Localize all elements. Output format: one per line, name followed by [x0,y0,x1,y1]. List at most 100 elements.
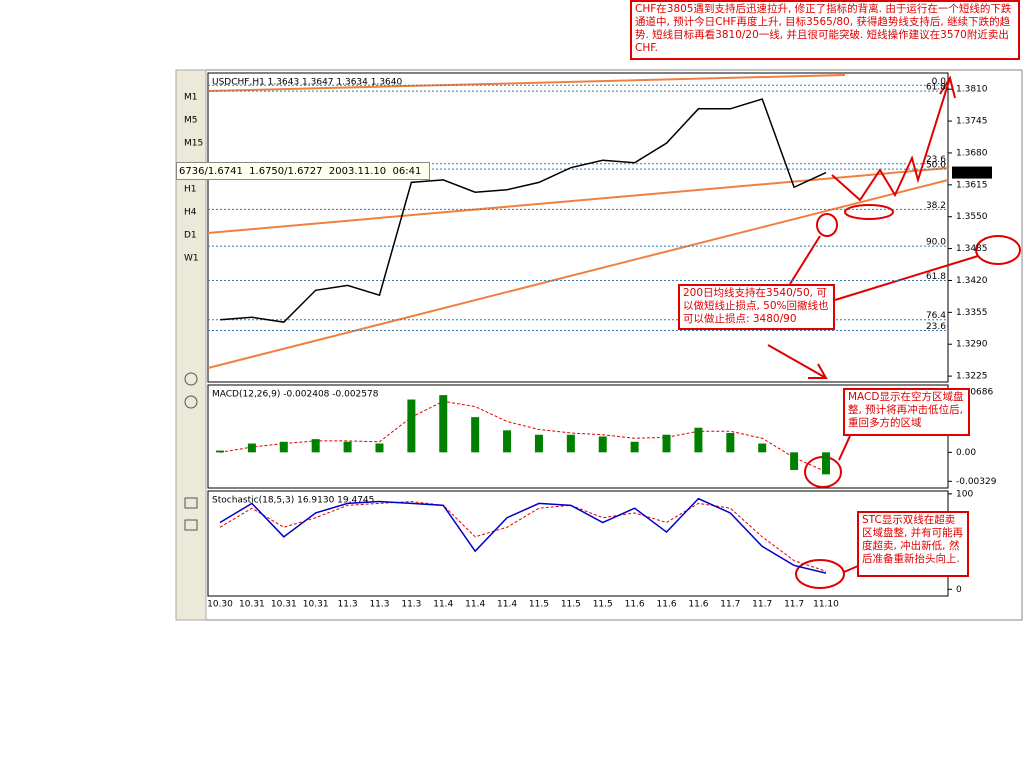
bar [247,443,256,453]
x-tick-label: 11.6 [625,600,645,610]
fib-label: 76.4 [926,311,946,321]
y-tick-label: 1.3420 [956,276,988,286]
x-tick-label: 11.3 [338,600,358,610]
annotation: STC显示双线在超卖区域盘整, 并有可能再度超卖, 冲出新低, 然后准备重新抬头… [857,511,969,577]
macd-panel [207,384,949,489]
bar [822,452,830,475]
bar [311,439,320,453]
y-tick-label: 0 [956,585,962,595]
x-tick-label: 11.4 [497,600,517,610]
arrow-head [939,75,956,99]
forecast-arrow [831,77,951,202]
bar [439,395,448,453]
x-tick-label: 11.6 [688,600,708,610]
fib-label: 23.6 [926,155,946,165]
y-tick-label: 1.3745 [956,117,988,127]
x-tick-label: 10.31 [239,600,265,610]
price-line [219,98,827,323]
pointer [789,235,821,285]
bar [503,430,512,453]
y-tick-label: 0.00 [956,448,976,458]
bar [407,399,416,453]
y-tick-label: 1.3290 [956,340,988,350]
annotation: 200日均线支持在3540/50, 可以做短线止损点, 50%回撤线也可以做止损… [678,284,835,330]
y-tick-label: 1.3680 [956,148,988,158]
x-tick-label: 11.5 [561,600,581,610]
fib-label: 38.2 [926,201,946,211]
window-button[interactable] [184,497,198,509]
x-tick-label: 11.7 [784,600,804,610]
x-tick-label: 11.4 [433,600,453,610]
timeframe-button[interactable]: H4 [184,208,197,218]
x-tick-label: 11.10 [813,600,839,610]
timeframe-button[interactable]: M5 [184,116,198,126]
zoom-in-button[interactable] [184,372,198,386]
zoom-out-button[interactable] [184,395,198,409]
x-tick-label: 11.6 [657,600,677,610]
fib-label: 90.0 [926,238,946,248]
bar [694,427,703,453]
bar [279,441,288,453]
window-button[interactable] [184,519,198,531]
bar [216,450,224,453]
price-panel [207,72,949,383]
circle-mark [816,213,838,237]
channel-line [207,179,949,369]
pointer [843,565,859,573]
channel-line [207,74,846,92]
panel-title: MACD(12,26,9) -0.002408 -0.002578 [212,390,379,400]
fib-label: 50.0 [926,161,946,171]
y-tick-label: 1.3810 [956,85,988,95]
bar [471,417,480,453]
channel-line [207,167,949,234]
bar [598,436,607,453]
bar [534,434,543,453]
fib-label: 23.6 [926,322,946,332]
timeframe-button[interactable]: D1 [184,231,197,241]
x-tick-label: 10.31 [271,600,297,610]
y-tick-label: 1.3485 [956,244,988,254]
fib-label: 61.8 [926,272,946,282]
x-tick-label: 11.3 [369,600,389,610]
bar [758,443,767,453]
circle-mark [844,204,894,220]
circle-mark [795,559,845,589]
toolbar-buttons [184,372,198,531]
y-tick-label: -0.00329 [956,477,997,487]
fib-label: 0.0 [932,77,947,87]
timeframe-button[interactable]: M15 [184,139,203,149]
pointer [834,255,979,301]
price-line [219,497,827,574]
y-tick-label: 0.00686 [956,387,993,397]
bar [566,434,575,453]
last-price-box [952,166,992,179]
bar [343,441,352,453]
x-tick-label: 11.3 [401,600,421,610]
arrow [767,344,827,379]
bar [630,441,639,453]
circle-mark [975,235,1021,265]
bar [790,452,799,470]
signal-line [219,400,827,473]
timeframe-button[interactable]: W1 [184,254,199,264]
y-tick-label: 1.3550 [956,212,988,222]
fib-label: 61.8 [926,83,946,93]
annotation: MACD显示在空方区域盘整, 预计将再冲击低位后, 重回多方的区域 [843,388,970,436]
toolbar [175,69,207,621]
annotation-marks [767,75,1021,589]
x-tick-label: 11.5 [593,600,613,610]
timeframe-button[interactable]: M1 [184,93,198,103]
x-tick-label: 11.7 [752,600,772,610]
x-tick-label: 11.7 [720,600,740,610]
trend-lines [207,74,949,369]
bar [662,434,671,453]
annotation: CHF在3805遇到支持后迅速拉升, 修正了指标的背离. 由于运行在一个短线的下… [630,0,1020,60]
panel-title: USDCHF,H1 1.3643 1.3647 1.3634 1.3640 [212,78,402,88]
timeframe-button[interactable]: H1 [184,185,197,195]
x-tick-label: 11.4 [465,600,485,610]
pointer [838,435,851,461]
x-tick-label: 10.31 [303,600,329,610]
bar [726,432,735,453]
